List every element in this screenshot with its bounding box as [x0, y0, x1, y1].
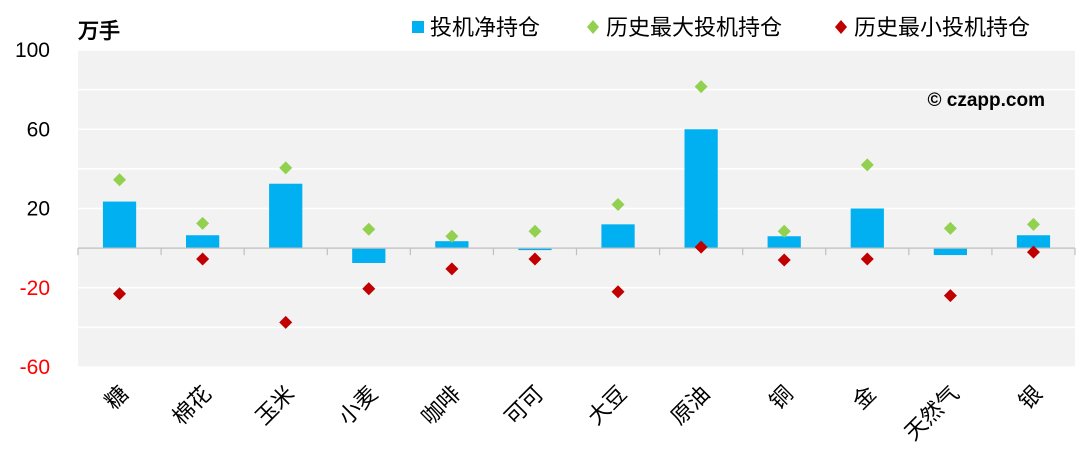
legend-label-bar: 投机净持仓 [430, 16, 540, 41]
category-label: 原油 [667, 382, 716, 431]
category-label: 糖 [101, 382, 134, 415]
min-marker [1026, 245, 1040, 259]
bar [186, 235, 220, 249]
min-marker [528, 252, 542, 266]
unit-label: 万手 [77, 19, 120, 43]
y-tick-label: 100 [15, 39, 50, 62]
y-tick-label: 20 [27, 198, 50, 221]
bar [518, 248, 552, 251]
min-marker-series [113, 240, 1040, 329]
x-category-labels: 糖 棉花 玉米 小麦 咖啡 可可 大豆 原油 铜 金天然气 银 [101, 382, 1048, 446]
max-marker [860, 158, 874, 172]
category-label: 棉花 [168, 382, 217, 431]
bar [352, 248, 386, 263]
category-label: 金 [848, 382, 881, 415]
max-marker [611, 198, 625, 212]
min-marker [943, 289, 957, 303]
min-marker [362, 282, 376, 296]
min-marker [777, 253, 791, 267]
category-label: 大豆 [583, 382, 632, 431]
legend: 投机净持仓 历史最大投机持仓 历史最小投机持仓 [412, 16, 1030, 41]
category-label: 银 [1014, 382, 1047, 415]
legend-swatch-min [835, 20, 847, 34]
min-marker [196, 252, 210, 266]
min-marker [611, 285, 625, 299]
y-tick-label: 60 [27, 118, 50, 141]
category-label: 天然气 [900, 382, 964, 446]
min-marker [860, 252, 874, 266]
max-marker [445, 229, 459, 243]
gridlines [78, 49, 1075, 368]
category-label: 小麦 [334, 382, 383, 431]
max-marker [528, 224, 542, 238]
bar [933, 248, 967, 256]
legend-swatch-bar [412, 21, 424, 33]
bar [1016, 235, 1051, 249]
min-marker [279, 315, 293, 329]
bar-series [102, 129, 1051, 263]
max-marker-series [113, 80, 1040, 243]
bar [102, 201, 137, 249]
max-marker [196, 216, 210, 230]
max-marker [279, 161, 293, 175]
zero-axis [77, 247, 1076, 256]
bar [850, 208, 884, 249]
watermark: © czapp.com [928, 90, 1045, 111]
bar [435, 241, 469, 249]
y-tick-labels: 100 60 20 -20 -60 [15, 39, 50, 379]
category-label: 咖啡 [417, 382, 466, 431]
legend-label-min: 历史最小投机持仓 [854, 16, 1030, 41]
category-label: 玉米 [251, 382, 300, 431]
max-marker [777, 224, 791, 238]
max-marker [362, 222, 376, 236]
category-label: 可可 [500, 382, 549, 431]
bar [269, 183, 303, 249]
y-tick-label: -20 [20, 277, 50, 300]
category-label: 铜 [765, 382, 798, 415]
bar [684, 129, 718, 249]
max-marker [943, 221, 957, 235]
min-marker [694, 240, 708, 254]
max-marker [694, 80, 708, 94]
min-marker [445, 262, 459, 276]
min-marker [113, 287, 127, 301]
legend-swatch-max [587, 20, 599, 34]
max-marker [1026, 217, 1040, 231]
bar [767, 236, 801, 249]
y-tick-label: -60 [20, 356, 50, 379]
legend-label-max: 历史最大投机持仓 [606, 16, 782, 41]
max-marker [113, 173, 127, 187]
bar [601, 224, 635, 249]
